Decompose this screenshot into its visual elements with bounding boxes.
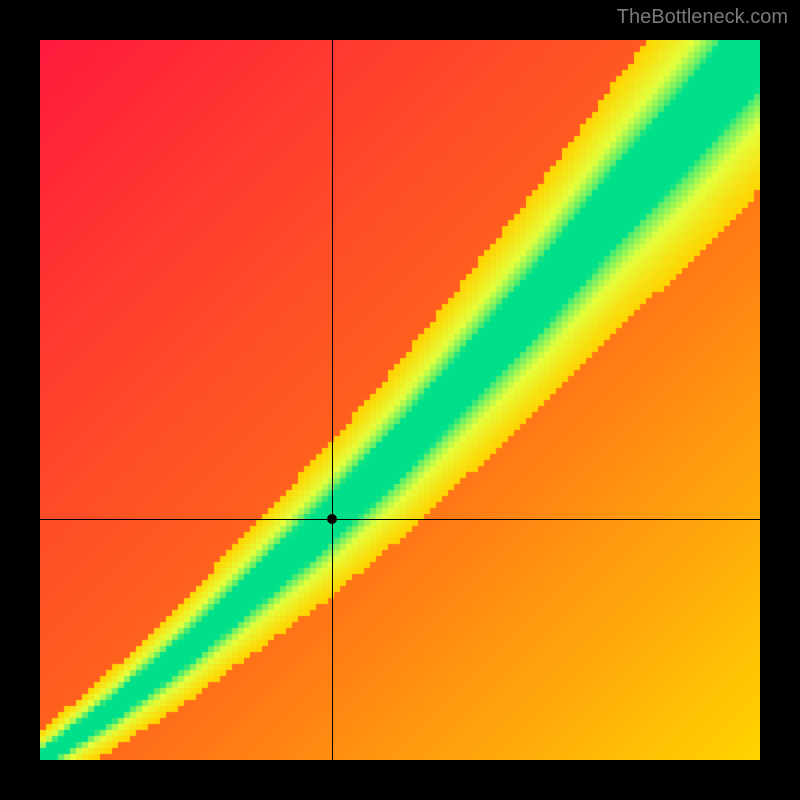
heatmap-canvas xyxy=(40,40,760,760)
crosshair-horizontal xyxy=(40,519,760,520)
plot-area xyxy=(40,40,760,760)
marker-dot xyxy=(327,514,337,524)
crosshair-vertical xyxy=(332,40,333,760)
watermark-text: TheBottleneck.com xyxy=(617,6,788,29)
